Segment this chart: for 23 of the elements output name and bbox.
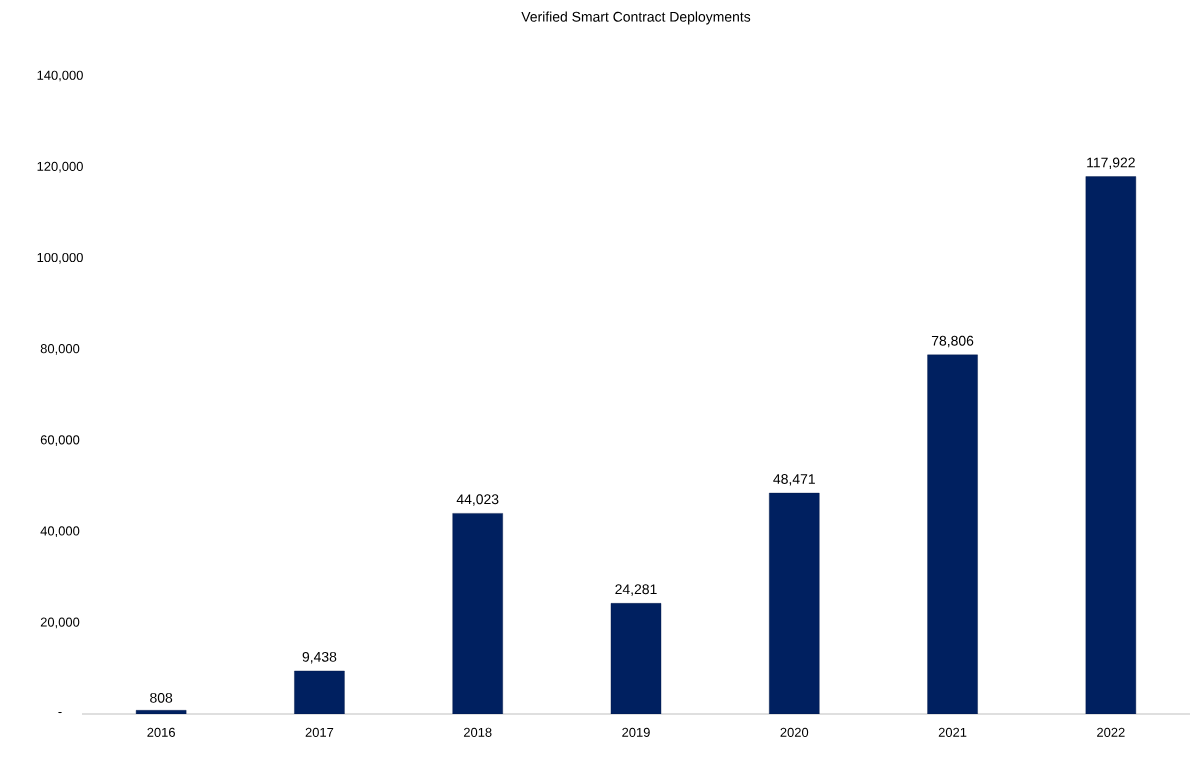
data-label: 117,922	[1087, 157, 1135, 170]
chart-title: Verified Smart Contract Deployments	[521, 11, 751, 25]
y-tick-label: 140,000	[37, 70, 83, 82]
x-tick-label: 2019	[622, 727, 650, 737]
x-tick-label: 2021	[938, 727, 967, 737]
data-label: 9,438	[302, 651, 337, 664]
data-label: 44,023	[456, 494, 499, 506]
x-tick-label: 2018	[463, 727, 492, 737]
y-tick-label: 40,000	[40, 526, 80, 538]
x-tick-label: 2022	[1097, 727, 1125, 737]
x-tick-label: 2017	[305, 727, 334, 737]
x-tick-label: 2016	[147, 727, 175, 737]
y-tick-label: 80,000	[40, 344, 80, 355]
y-tick-label: 20,000	[40, 617, 80, 629]
data-label: 808	[150, 692, 173, 703]
y-tick-label: 60,000	[40, 435, 80, 446]
x-tick-label: 2020	[780, 727, 809, 737]
y-tick-label: 100,000	[37, 252, 83, 264]
data-label: 78,806	[931, 335, 974, 348]
y-tick-label: 120,000	[37, 161, 83, 173]
data-label: 24,281	[615, 584, 657, 596]
y-tick-label: -	[58, 712, 62, 714]
data-label: 48,471	[773, 474, 815, 486]
